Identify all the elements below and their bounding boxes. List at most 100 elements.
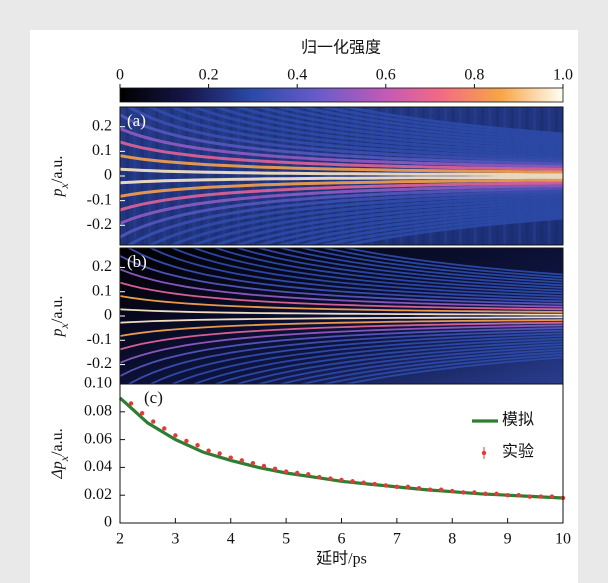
y-tick-label: 0.1 (92, 282, 112, 299)
data-point (405, 484, 411, 490)
fringe (341, 248, 563, 276)
x-tick-label: 8 (448, 531, 456, 548)
data-point (394, 484, 400, 490)
data-point (427, 487, 433, 492)
colorbar-tick-label: 0.6 (376, 67, 396, 84)
fringe (190, 197, 563, 245)
x-tick-label: 3 (171, 531, 179, 548)
y-tick-label: -0.2 (87, 216, 112, 233)
heatmap (120, 107, 563, 245)
y-axis-label-symbol: p (49, 328, 66, 337)
fringe (120, 321, 563, 351)
panel-annotation: (c) (144, 388, 163, 407)
y-tick-label: -0.2 (87, 355, 112, 372)
data-point (217, 451, 222, 456)
colorbar-tick-label: 0.8 (464, 67, 484, 84)
data-point (306, 472, 311, 477)
x-axis-label: 延时/ps (316, 550, 367, 568)
fringe (253, 107, 563, 147)
data-point (527, 494, 532, 499)
data-point (239, 458, 245, 463)
fringe (120, 140, 563, 171)
data-point (250, 461, 256, 466)
fringe (211, 107, 563, 152)
fringe (120, 167, 563, 177)
fringe (320, 248, 563, 279)
fringe (256, 248, 563, 287)
data-point (450, 488, 455, 494)
fringe (339, 216, 563, 245)
data-point (339, 477, 344, 483)
fringe (317, 213, 563, 245)
y-axis-label: Δpx/a.u. (49, 428, 71, 479)
data-point (483, 491, 488, 497)
data-point (516, 493, 521, 498)
data-point (283, 469, 289, 474)
y-axis-label-unit: /a.u. (49, 156, 66, 184)
data-point (350, 479, 355, 484)
fringe (120, 268, 563, 308)
x-tick-label: 2 (116, 531, 124, 548)
panel-annotation: (a) (127, 111, 146, 130)
y-tick-label: 0.04 (84, 458, 112, 475)
fringe (299, 248, 563, 281)
fringe (277, 248, 563, 284)
data-point (383, 483, 388, 488)
colorbar-tick-label: 1.0 (553, 67, 573, 84)
fringe (168, 107, 563, 158)
fringe (147, 192, 563, 245)
x-tick-label: 9 (504, 531, 512, 548)
fringe (120, 154, 563, 174)
data-point (328, 476, 333, 481)
data-point (317, 474, 322, 480)
legend-swatch (481, 450, 487, 456)
data-point (139, 410, 145, 416)
data-point (416, 486, 422, 491)
y-tick-label: 0.02 (84, 486, 112, 503)
y-axis-label-subscript: x (57, 322, 71, 329)
fringe (120, 255, 563, 305)
fringe (120, 316, 563, 324)
colorbar-tick-label: 0.2 (199, 67, 219, 84)
data-point (128, 401, 134, 406)
fringe (211, 200, 563, 245)
data-point (438, 487, 444, 492)
legend-label: 模拟 (502, 411, 534, 429)
y-tick-label: 0.06 (84, 430, 112, 447)
data-point (206, 448, 211, 453)
heatmap (120, 248, 563, 384)
fringe (120, 127, 563, 168)
y-tick-label: 0 (104, 307, 112, 324)
fringe (120, 324, 563, 364)
fringe (120, 175, 563, 185)
colorbar-tick-label: 0.4 (287, 67, 307, 84)
fringe (275, 208, 563, 245)
colorbar-tick-label: 0 (116, 67, 124, 84)
fringe (296, 107, 563, 141)
fringe (191, 248, 563, 295)
fringe (339, 107, 563, 136)
fringe (170, 335, 563, 384)
data-point (151, 419, 156, 424)
data-point (162, 426, 167, 431)
fringe (277, 348, 563, 384)
x-tick-label: 7 (393, 531, 401, 548)
data-point (295, 470, 300, 476)
fringe (120, 186, 563, 239)
fringe (234, 343, 563, 384)
fringe (170, 248, 563, 297)
fringe (148, 332, 563, 384)
fringe (120, 319, 563, 337)
data-point (195, 442, 200, 448)
y-axis-label-symbol: p (49, 188, 66, 197)
fringe (232, 203, 563, 245)
fringe (191, 337, 563, 384)
fringe (320, 353, 563, 384)
fringe (120, 308, 563, 316)
fringe (253, 205, 563, 245)
y-tick-label: 0.2 (92, 258, 112, 275)
data-point (494, 491, 499, 497)
plot-frame (119, 383, 564, 524)
fringe (341, 356, 563, 384)
